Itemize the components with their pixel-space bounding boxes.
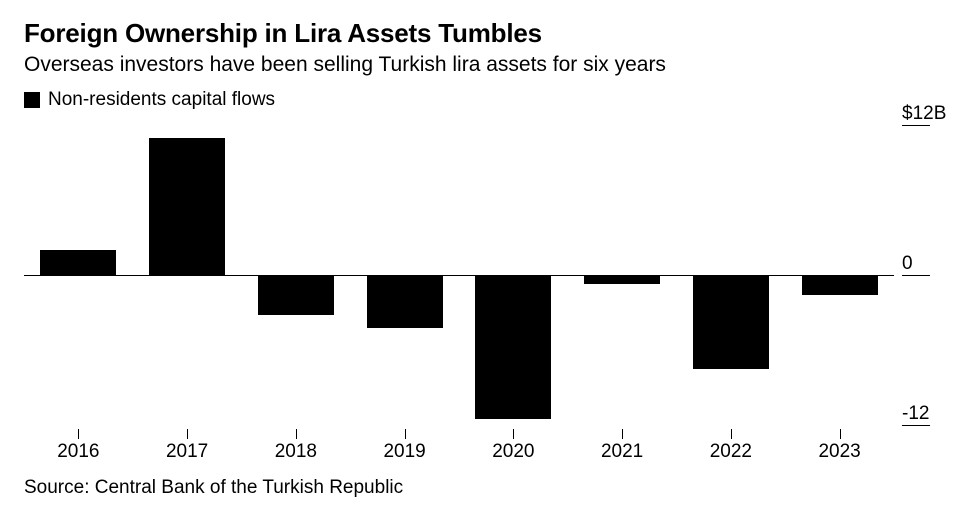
bar [367,275,443,328]
x-tick [513,429,514,439]
bar [584,275,660,284]
x-axis-label: 2020 [492,441,534,463]
bar [802,275,878,295]
x-tick [78,429,79,439]
source-line: Source: Central Bank of the Turkish Repu… [24,477,953,499]
legend-swatch [24,92,40,108]
y-tick-mark [902,125,930,126]
bar [693,275,769,369]
y-axis-label: -12 [902,403,929,425]
chart-row: 20162017201820192020202120222023 $12B0-1… [24,125,953,425]
x-tick [731,429,732,439]
x-axis-label: 2016 [57,441,99,463]
bar [149,138,225,276]
y-tick-mark [902,275,930,276]
chart-title: Foreign Ownership in Lira Assets Tumbles [24,18,953,49]
bar [475,275,551,419]
legend: Non-residents capital flows [24,89,953,111]
chart-container: Foreign Ownership in Lira Assets Tumbles… [0,0,977,527]
y-axis-label: $12B [902,103,946,125]
bar [258,275,334,315]
x-tick [840,429,841,439]
y-axis-label: 0 [902,253,913,275]
x-axis-label: 2021 [601,441,643,463]
plot-area: 20162017201820192020202120222023 [24,125,894,425]
x-tick [622,429,623,439]
x-axis-label: 2019 [383,441,425,463]
x-tick [187,429,188,439]
y-tick-mark [902,425,930,426]
x-axis-label: 2018 [275,441,317,463]
y-axis: $12B0-12 [894,125,949,425]
x-axis-label: 2023 [818,441,860,463]
chart-subtitle: Overseas investors have been selling Tur… [24,53,953,77]
x-axis-spacer [24,425,953,477]
legend-label: Non-residents capital flows [48,89,275,111]
x-axis-label: 2022 [710,441,752,463]
bar [40,250,116,275]
x-tick [405,429,406,439]
x-tick [296,429,297,439]
x-axis-label: 2017 [166,441,208,463]
